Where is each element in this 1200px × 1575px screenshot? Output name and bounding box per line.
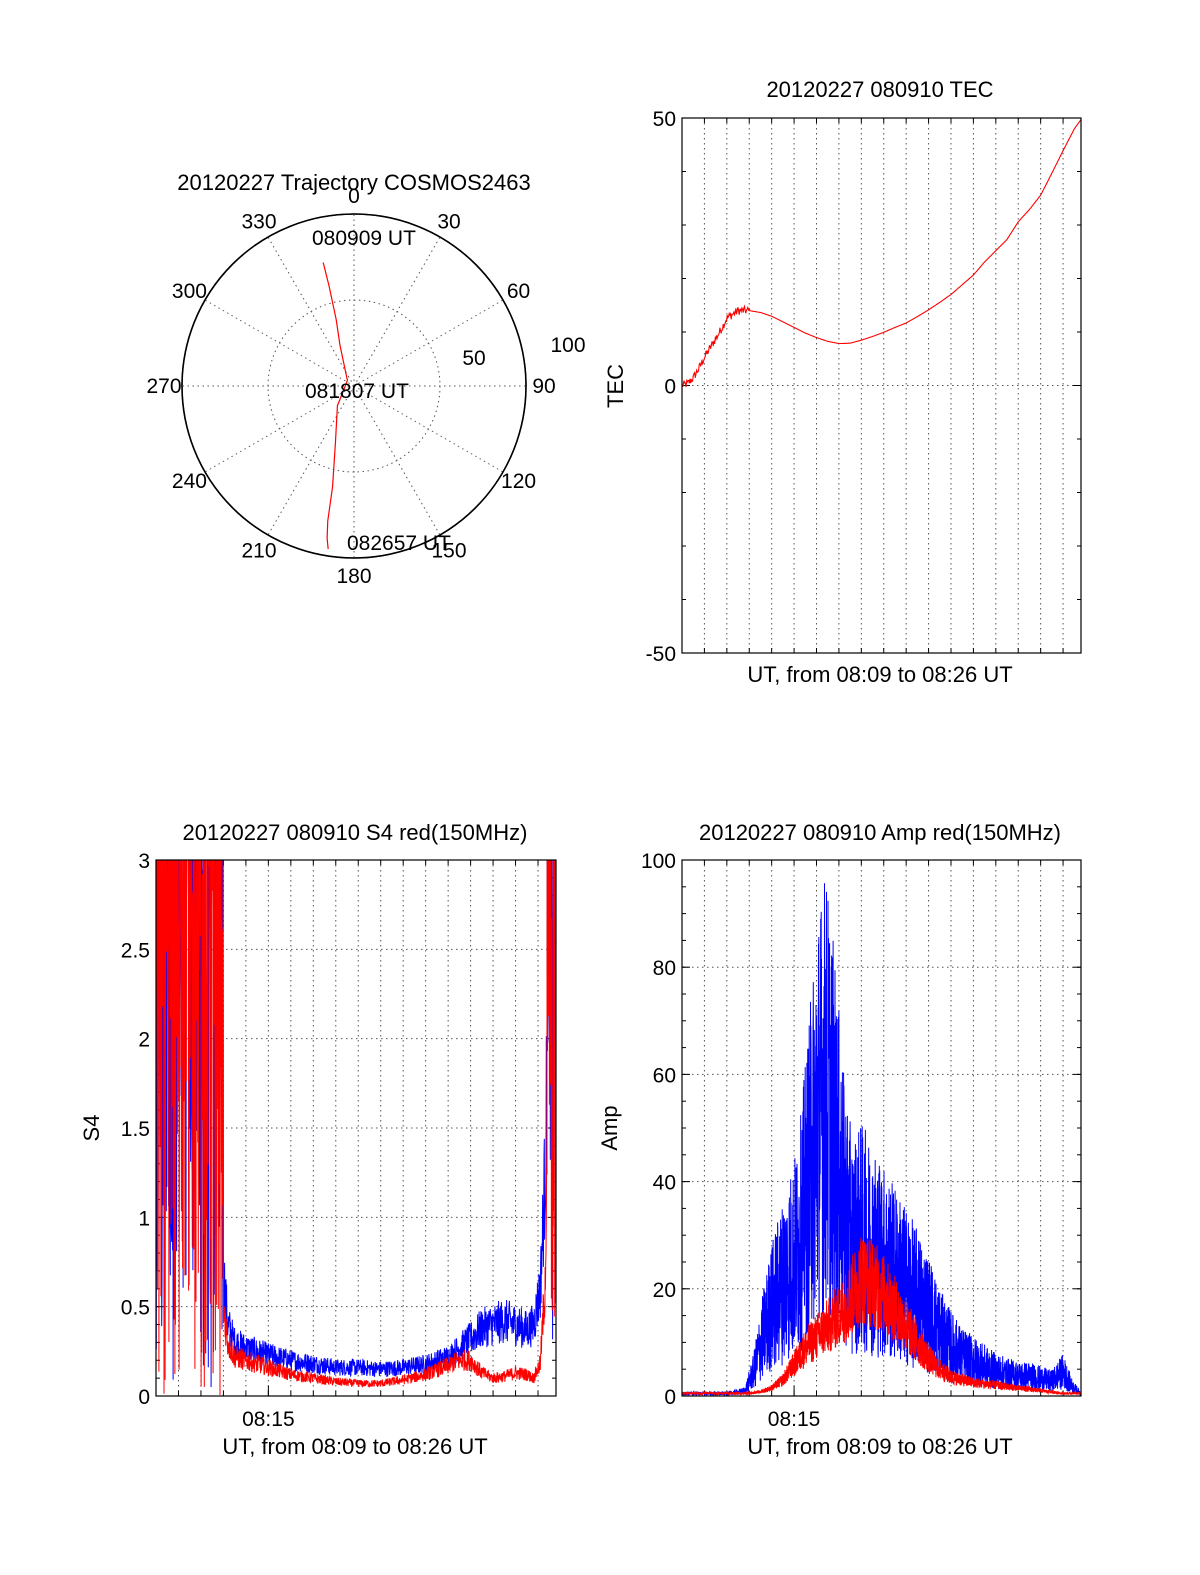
s4-ytick-label: 0.5	[121, 1297, 150, 1320]
amp-xlabel: UT, from 08:09 to 08:26 UT	[747, 1434, 1012, 1459]
s4-ytick-label: 0	[138, 1386, 150, 1409]
polar-radial-label: 100	[550, 334, 585, 357]
polar-angle-label: 300	[172, 280, 207, 303]
s4-series-blue	[156, 860, 556, 1388]
s4-xlabel: UT, from 08:09 to 08:26 UT	[222, 1434, 487, 1459]
amp-ytick-label: 20	[653, 1279, 676, 1302]
polar-outer-ring	[181, 213, 527, 559]
polar-spoke-330	[267, 236, 355, 387]
polar-angle-label: 60	[507, 280, 530, 303]
amp-ytick-label: 60	[653, 1064, 676, 1087]
polar-angle-label: 180	[336, 565, 371, 588]
polar-spoke-300	[204, 299, 355, 387]
s4-series-red	[156, 860, 556, 1396]
polar-spoke-30	[353, 236, 441, 387]
polar-spoke-120	[353, 385, 504, 473]
polar-spoke-210	[267, 385, 355, 536]
amp-ytick-label: 80	[653, 957, 676, 980]
polar-spoke-60	[353, 299, 504, 387]
polar-spoke-240	[204, 385, 355, 473]
amp-ytick-label: 40	[653, 1172, 676, 1195]
polar-angle-label: 210	[241, 540, 276, 563]
tec-frame	[681, 117, 1082, 654]
s4-ytick-label: 1.5	[121, 1118, 150, 1141]
amp-ytick-label: 100	[641, 850, 676, 873]
polar-radial-label: 50	[462, 347, 485, 370]
polar-angle-label: 0	[348, 185, 360, 208]
tec-title: 20120227 080910 TEC	[766, 77, 993, 102]
amp-plot: 20120227 080910 Amp red(150MHz) UT, from…	[597, 820, 1082, 1459]
s4-ylabel: S4	[79, 1115, 104, 1142]
tec-xlabel: UT, from 08:09 to 08:26 UT	[747, 662, 1012, 687]
polar-trajectory-plot: 20120227 Trajectory COSMOS2463 0 30 60 90 12…	[146, 170, 585, 588]
polar-annotation-end: 082657 UT	[347, 532, 451, 555]
tec-ytick-label: 50	[653, 108, 676, 131]
polar-trajectory-line	[322, 262, 349, 550]
polar-angle-label: 270	[146, 375, 181, 398]
polar-angle-label: 240	[172, 470, 207, 493]
s4-ytick-label: 1	[138, 1207, 150, 1230]
polar-title: 20120227 Trajectory COSMOS2463	[177, 170, 530, 195]
amp-ytick-label: 0	[664, 1386, 676, 1409]
polar-angle-label: 330	[241, 210, 276, 233]
s4-ytick-label: 2	[138, 1029, 150, 1052]
polar-angle-label: 90	[532, 375, 555, 398]
polar-annotation-start: 080909 UT	[312, 227, 416, 250]
s4-plot: 20120227 080910 S4 red(150MHz) UT, from …	[79, 820, 557, 1459]
tec-ylabel: TEC	[603, 364, 628, 408]
polar-angle-label: 120	[501, 470, 536, 493]
amp-frame	[681, 859, 1082, 1397]
polar-spoke-150	[353, 385, 441, 536]
tec-series-line	[681, 119, 1082, 388]
tec-plot: 20120227 080910 TEC UT, from 08:09 to 08…	[603, 77, 1082, 687]
s4-xtick-label: 08:15	[242, 1408, 295, 1431]
s4-title: 20120227 080910 S4 red(150MHz)	[183, 820, 528, 845]
amp-ylabel: Amp	[597, 1105, 622, 1150]
polar-angle-label: 30	[437, 210, 460, 233]
s4-ytick-label: 3	[138, 850, 150, 873]
tec-ytick-label: 0	[664, 376, 676, 399]
s4-frame	[155, 859, 557, 1397]
polar-angle-label: 150	[431, 540, 466, 563]
tec-ytick-label: -50	[646, 643, 676, 666]
s4-ytick-label: 2.5	[121, 939, 150, 962]
amp-series-red	[682, 1237, 1081, 1396]
polar-annotation-mid: 081807 UT	[305, 380, 409, 403]
amp-xtick-label: 08:15	[768, 1408, 821, 1431]
amp-title: 20120227 080910 Amp red(150MHz)	[699, 820, 1061, 845]
